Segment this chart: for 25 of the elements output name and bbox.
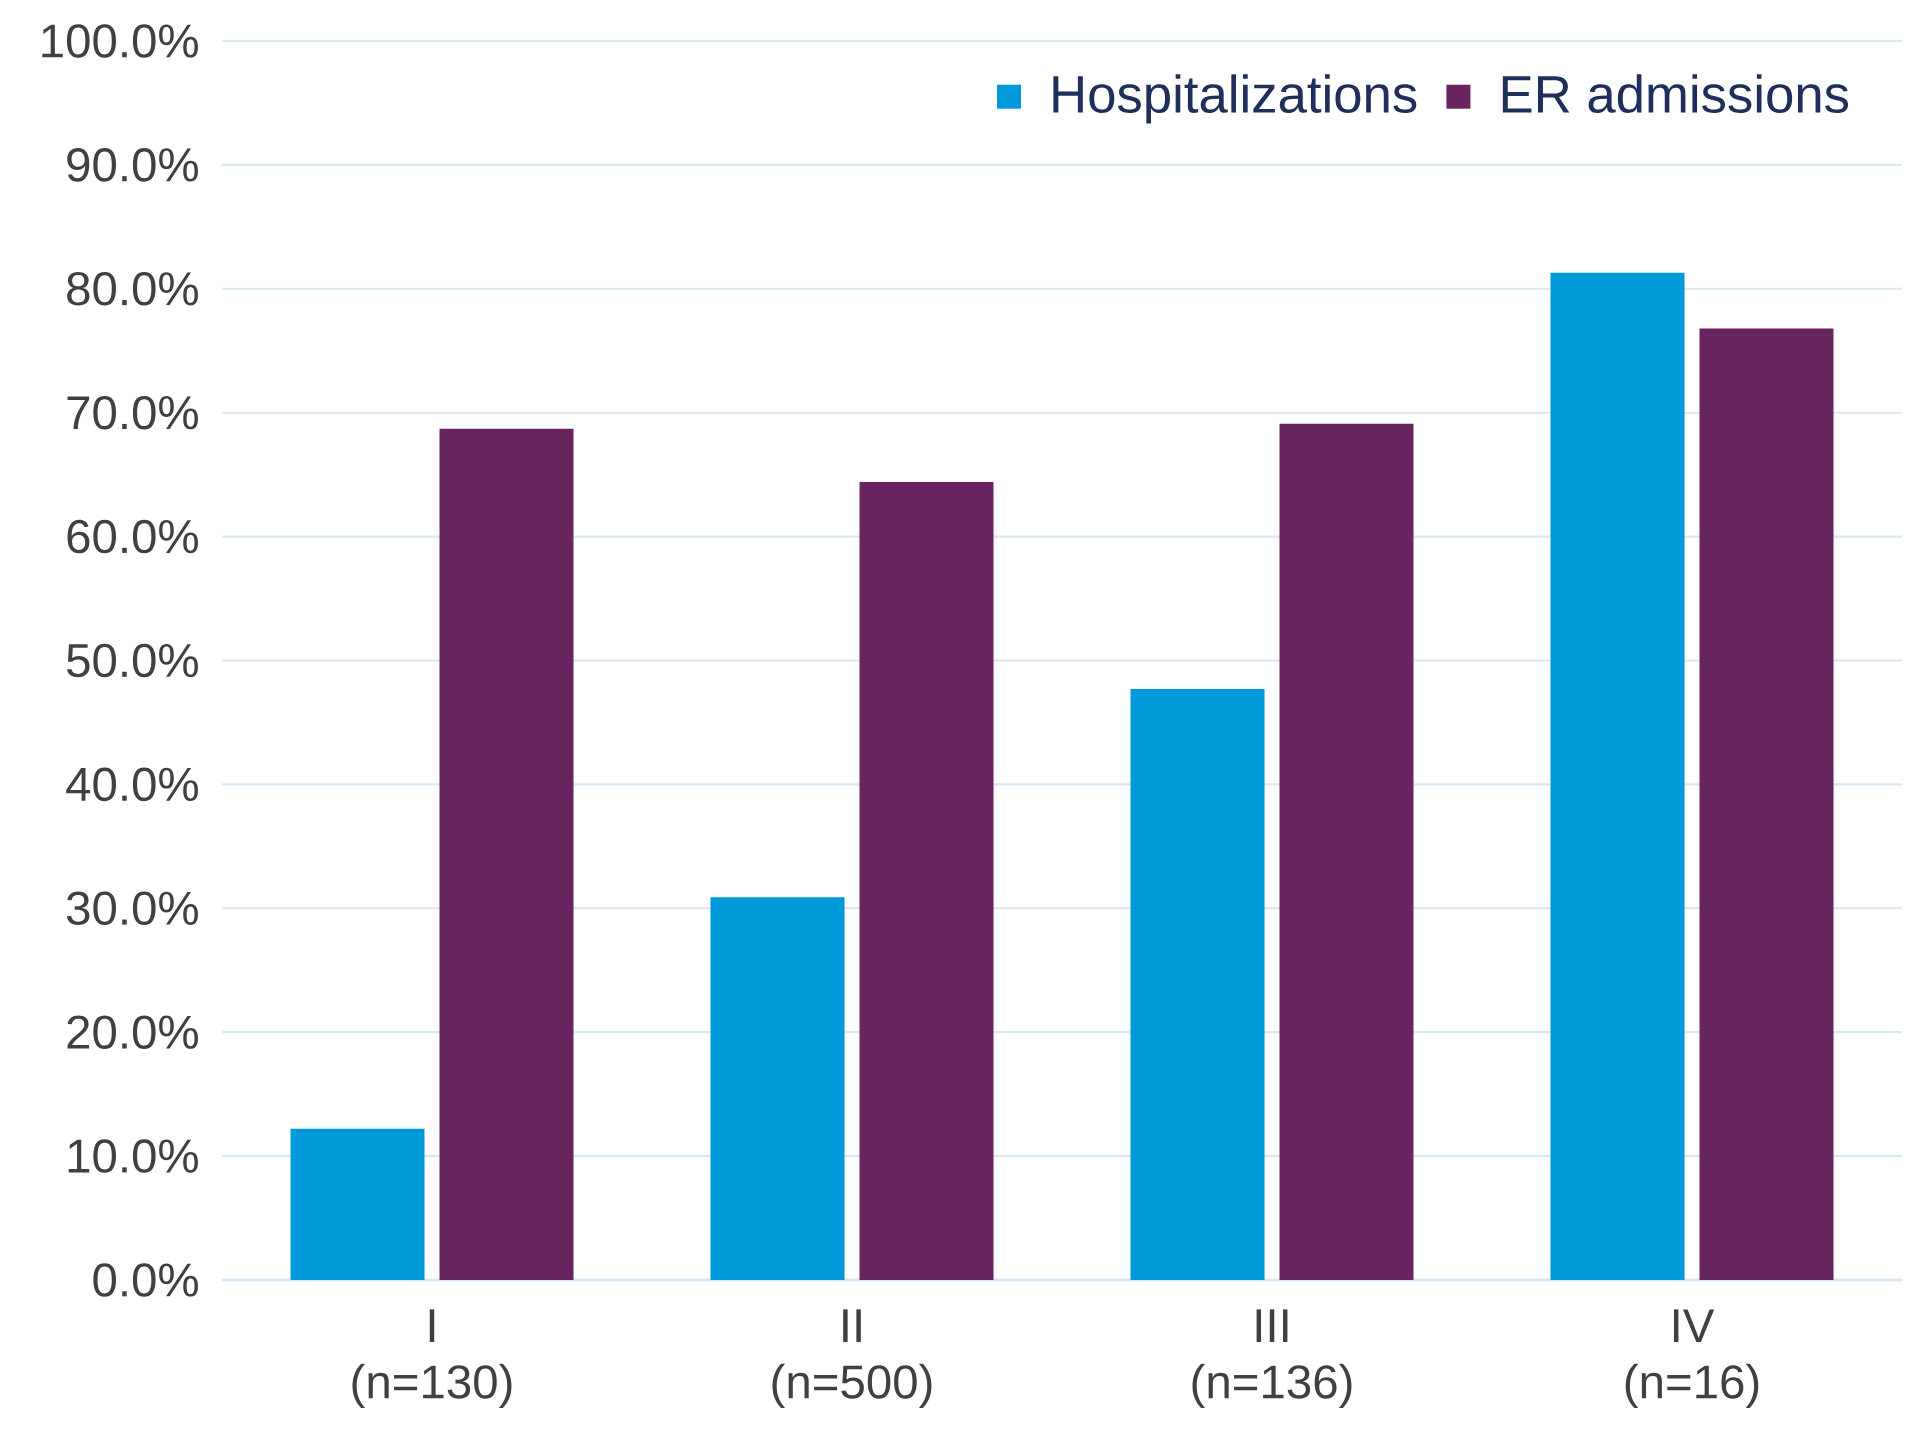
y-tick-label: 80.0% <box>67 271 198 306</box>
bar <box>710 897 845 1280</box>
y-tick-label: 30.0% <box>66 891 198 926</box>
y-tick-label: 100.0% <box>42 24 198 58</box>
y-tick-label: 90.0% <box>67 148 198 182</box>
bar <box>439 428 574 1280</box>
legend-label: ER admissions <box>1502 74 1849 114</box>
y-tick-label: 70.0% <box>67 395 198 430</box>
bar <box>290 1128 425 1280</box>
y-tick-label: 50.0% <box>66 643 198 678</box>
bar <box>1130 688 1265 1280</box>
x-tick-label: IV (n=16) <box>1625 1309 1759 1409</box>
x-tick-label: II (n=500) <box>772 1309 932 1409</box>
y-tick-label: 0.0% <box>93 1263 198 1297</box>
legend-label: Hospitalizations <box>1053 74 1417 124</box>
x-tick-label: I (n=130) <box>352 1309 512 1409</box>
bar <box>1699 328 1834 1280</box>
y-tick-label: 10.0% <box>68 1139 198 1173</box>
bar <box>1279 423 1414 1280</box>
y-tick-label: 60.0% <box>67 519 198 554</box>
bar <box>1550 272 1685 1280</box>
x-tick-label: III (n=136) <box>1192 1309 1352 1409</box>
y-tick-label: 40.0% <box>66 767 198 802</box>
y-tick-label: 20.0% <box>67 1015 198 1049</box>
bar <box>859 482 994 1280</box>
